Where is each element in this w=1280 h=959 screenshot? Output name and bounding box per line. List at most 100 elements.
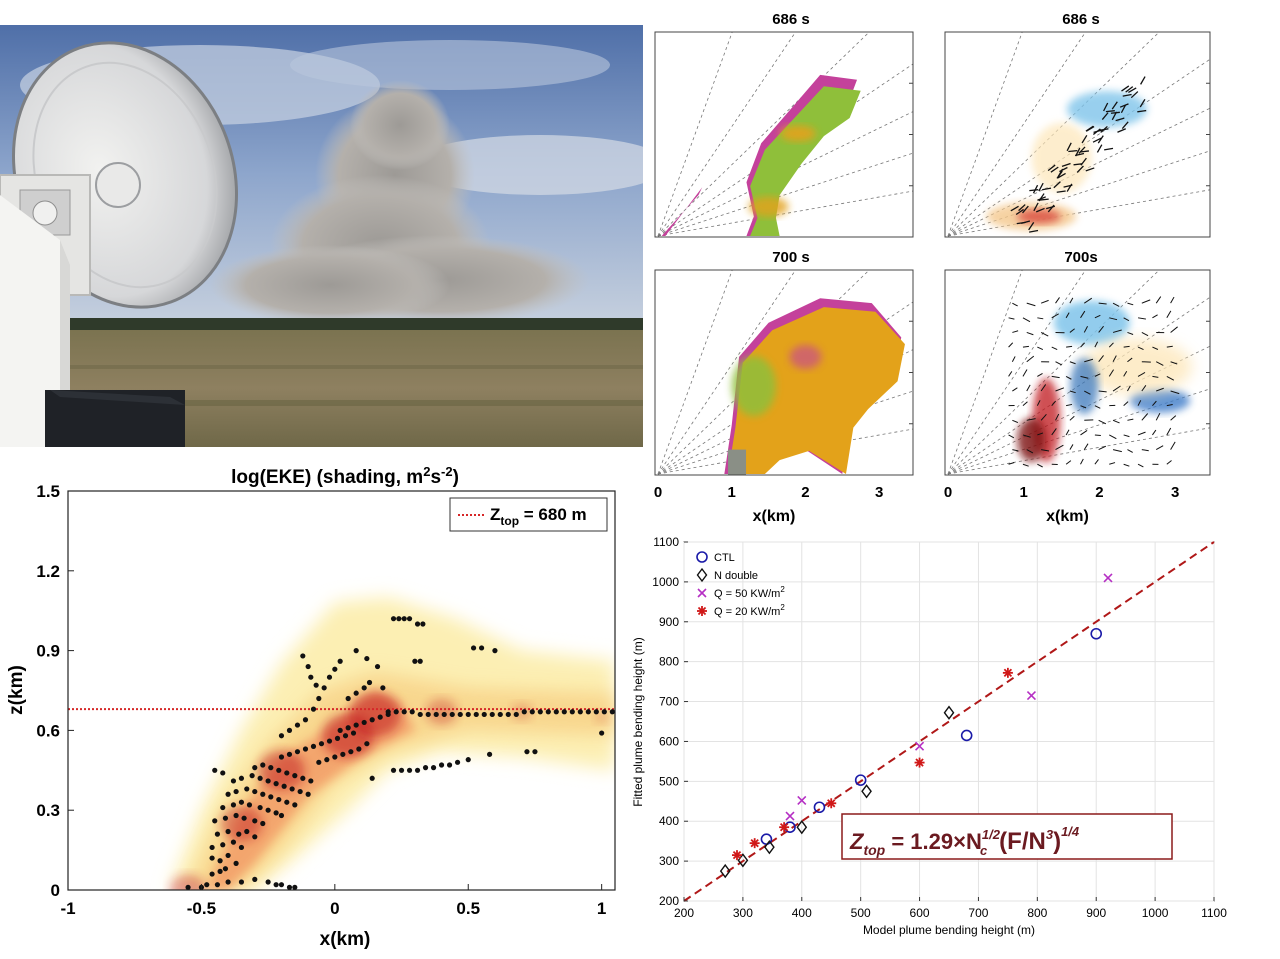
rhi-wind-vector	[1012, 450, 1018, 451]
rhi-echo-core	[749, 197, 789, 217]
eke-data-point	[351, 730, 356, 735]
rhi-wind-vector	[1142, 332, 1148, 335]
eke-data-point	[260, 821, 265, 826]
rhi-radial-line	[658, 132, 1249, 236]
eke-data-point	[522, 709, 527, 714]
eke-data-point	[225, 879, 230, 884]
eke-data-point	[212, 818, 217, 823]
eke-data-point	[284, 770, 289, 775]
rhi-x-tick-label: 3	[875, 484, 883, 501]
rhi-wind-vector	[1084, 444, 1088, 450]
rhi-vort-blue	[1067, 91, 1147, 127]
rhi-echo-core	[789, 345, 821, 369]
eke-data-point	[415, 768, 420, 773]
eke-data-point	[282, 784, 287, 789]
eke-data-point	[420, 621, 425, 626]
rhi-wind-vector	[1066, 346, 1072, 347]
eke-data-point	[322, 685, 327, 690]
rhi-echo-gray	[728, 450, 746, 475]
rhi-wind-vector	[1141, 77, 1145, 85]
eke-data-point	[252, 765, 257, 770]
rhi-wind-vector	[1027, 303, 1036, 306]
eke-data-point	[418, 659, 423, 664]
eke-data-point	[332, 754, 337, 759]
rhi-vort-blue	[1054, 301, 1130, 345]
eke-data-point	[314, 683, 319, 688]
rhi-wind-vector	[1124, 464, 1130, 466]
rhi-wind-vector	[1012, 420, 1018, 422]
eke-data-point	[298, 789, 303, 794]
eke-data-point	[316, 696, 321, 701]
eke-data-point	[506, 712, 511, 717]
eke-data-point	[378, 715, 383, 720]
eke-data-point	[348, 749, 353, 754]
eke-data-point	[258, 776, 263, 781]
rhi-x-tick-label: 2	[1095, 484, 1103, 501]
scatter-point-asterisk	[826, 798, 836, 808]
rhi-radial-line	[658, 0, 1090, 236]
rhi-wind-vector	[1068, 151, 1077, 152]
eke-data-point	[252, 877, 257, 882]
rhi-wind-vector	[1023, 318, 1030, 322]
rhi-wind-vector	[1081, 459, 1084, 464]
eke-data-point	[447, 762, 452, 767]
rhi-wind-vector	[1127, 450, 1132, 453]
eke-data-point	[274, 781, 279, 786]
eke-data-point	[399, 768, 404, 773]
rhi-wind-vector	[1138, 318, 1146, 319]
scatter-x-tick-label: 1100	[1201, 906, 1227, 920]
rhi-wind-vector	[1027, 356, 1034, 362]
eke-data-point	[346, 696, 351, 701]
eke-data-point	[252, 834, 257, 839]
eke-data-point	[292, 885, 297, 890]
eke-data-point	[303, 746, 308, 751]
eke-data-point	[274, 810, 279, 815]
eke-data-point	[442, 712, 447, 717]
eke-data-point	[524, 749, 529, 754]
rhi-wind-vector	[1109, 463, 1115, 465]
scatter-y-tick-label: 1100	[653, 535, 679, 549]
scatter-point-asterisk	[915, 758, 925, 768]
rhi-vort-yellow	[1082, 339, 1192, 395]
eke-data-point	[370, 776, 375, 781]
rhi-wind-vector	[1086, 127, 1094, 132]
eke-data-point	[311, 744, 316, 749]
rhi-panel-title: 700s	[1064, 249, 1097, 266]
legend-label: N double	[714, 570, 758, 582]
radar-dish-photo-icon	[0, 25, 643, 447]
eke-data-point	[490, 712, 495, 717]
scatter-x-tick-label: 300	[733, 906, 753, 920]
scatter-point-asterisk	[779, 822, 789, 832]
rhi-radial-line	[658, 57, 1090, 474]
rhi-wind-vector	[1127, 303, 1133, 305]
rhi-wind-vector	[1027, 332, 1034, 334]
rhi-wind-vector	[1012, 331, 1018, 333]
scatter-y-tick-label: 500	[659, 774, 679, 788]
eke-data-point	[458, 712, 463, 717]
eke-data-point	[407, 616, 412, 621]
rhi-radial-line	[658, 51, 1229, 236]
rhi-wind-vector	[1023, 346, 1029, 347]
eke-y-tick-label: 0.3	[36, 801, 60, 820]
eke-x-tick-label: -1	[60, 899, 75, 918]
eke-data-point	[276, 768, 281, 773]
eke-data-point	[375, 664, 380, 669]
eke-data-point	[290, 786, 295, 791]
eke-data-point	[300, 653, 305, 658]
legend-label-text: Q = 20 KW/m	[714, 606, 780, 618]
eke-legend: Ztop = 680 m	[450, 498, 607, 531]
eke-data-point	[185, 885, 190, 890]
eke-data-point	[234, 813, 239, 818]
eke-data-point	[236, 832, 241, 837]
eke-data-point	[274, 882, 279, 887]
rhi-wind-vector	[1156, 297, 1161, 304]
eke-data-point	[295, 749, 300, 754]
eke-data-point	[479, 645, 484, 650]
eke-data-point	[239, 879, 244, 884]
eke-data-point	[324, 757, 329, 762]
rhi-wind-vector	[1023, 464, 1029, 466]
